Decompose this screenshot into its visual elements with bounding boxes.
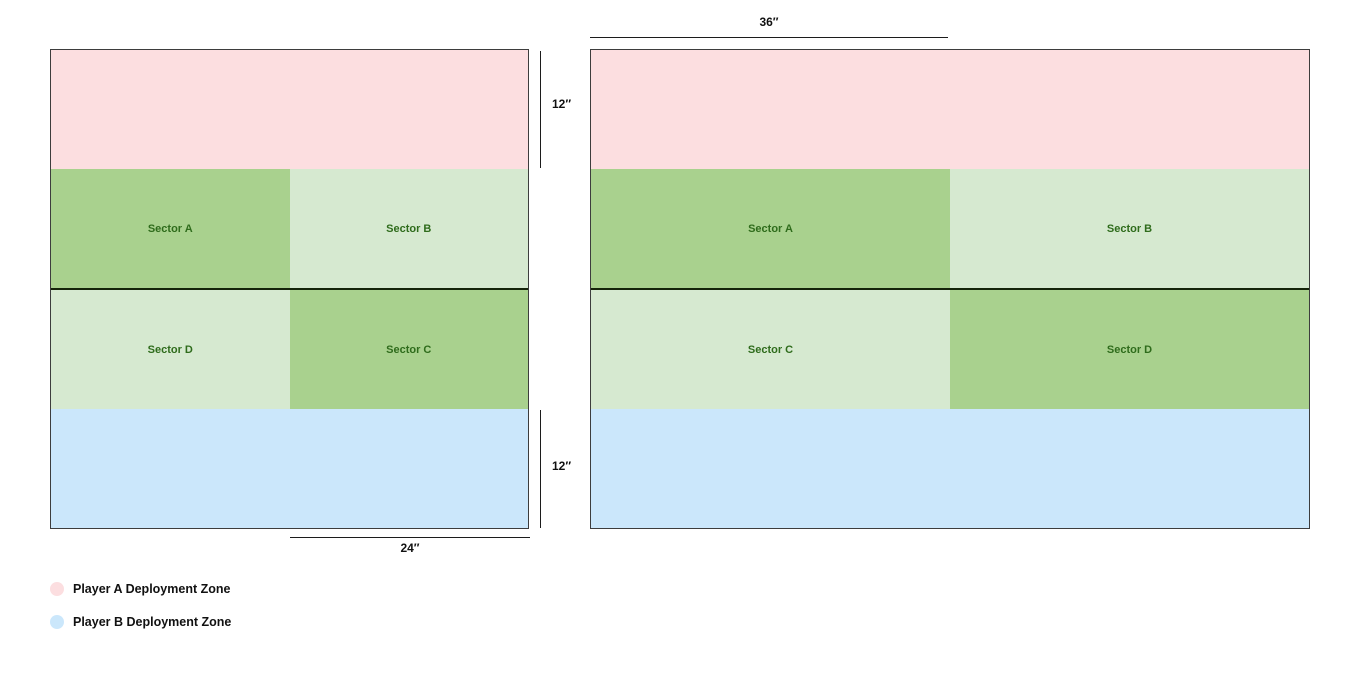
dimension-line-12-top <box>540 51 541 168</box>
dimension-label-12-bottom: 12″ <box>552 459 572 473</box>
sector-label: Sector C <box>386 343 432 356</box>
legend-item-player-b: Player B Deployment Zone <box>50 613 231 631</box>
player-b-deployment-zone <box>51 409 528 528</box>
dimension-label-24: 24″ <box>400 541 420 555</box>
dimension-line-36 <box>590 37 948 38</box>
sector-label: Sector D <box>1106 343 1153 356</box>
dimension-line-12-bottom <box>540 410 541 528</box>
sector-b: Sector B <box>289 169 528 288</box>
player-a-deployment-zone <box>591 50 1309 169</box>
sector-row-lower: Sector C Sector D <box>591 288 1309 409</box>
player-b-deployment-zone <box>591 409 1309 528</box>
legend-label: Player B Deployment Zone <box>73 615 232 629</box>
sector-row-lower: Sector D Sector C <box>51 288 528 409</box>
sector-c: Sector C <box>591 290 950 409</box>
sector-label: Sector B <box>1106 222 1153 235</box>
legend: Player A Deployment Zone Player B Deploy… <box>50 580 231 646</box>
legend-label: Player A Deployment Zone <box>73 582 231 596</box>
player-b-zone-swatch-icon <box>50 615 64 629</box>
left-board: Sector A Sector B Sector D Sector C <box>50 49 529 529</box>
sector-d: Sector D <box>950 290 1309 409</box>
sector-row-upper: Sector A Sector B <box>51 169 528 288</box>
legend-item-player-a: Player A Deployment Zone <box>50 580 231 598</box>
sector-label: Sector B <box>386 222 432 235</box>
sector-label: Sector C <box>747 343 794 356</box>
sector-label: Sector A <box>748 222 793 235</box>
right-board: Sector A Sector B Sector C Sector D <box>590 49 1310 529</box>
dimension-label-12-top: 12″ <box>552 97 572 111</box>
sector-a: Sector A <box>51 169 290 288</box>
player-a-zone-swatch-icon <box>50 582 64 596</box>
sector-label: Sector A <box>147 222 193 235</box>
player-a-deployment-zone <box>51 50 528 169</box>
dimension-line-24 <box>290 537 530 538</box>
sector-d: Sector D <box>51 290 290 409</box>
dimension-label-36: 36″ <box>759 15 779 29</box>
sector-c: Sector C <box>289 290 528 409</box>
sector-a: Sector A <box>591 169 950 288</box>
sector-b: Sector B <box>950 169 1309 288</box>
sector-label: Sector D <box>147 343 193 356</box>
sector-row-upper: Sector A Sector B <box>591 169 1309 288</box>
